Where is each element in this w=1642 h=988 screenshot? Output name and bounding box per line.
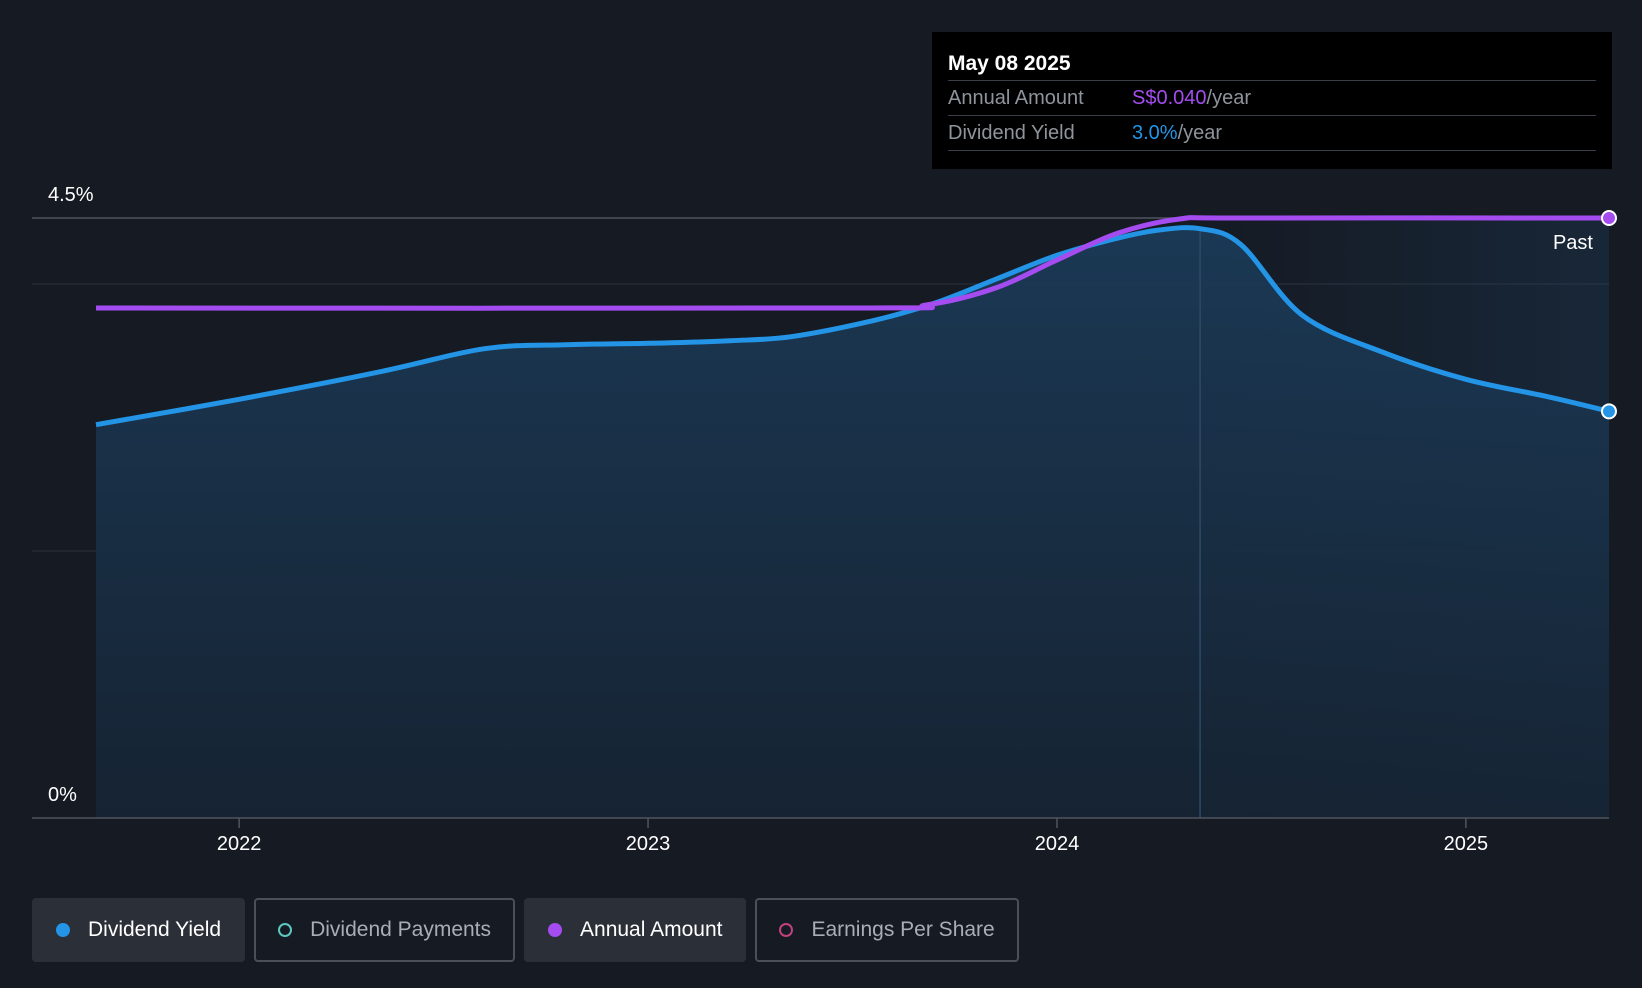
dividend-yield-end-marker[interactable]: [1601, 403, 1617, 420]
tooltip-label: Annual Amount: [948, 87, 1084, 109]
y-axis-max-label: 4.5%: [48, 184, 94, 206]
legend-dividend-payments[interactable]: Dividend Payments: [254, 898, 516, 962]
tooltip-label: Dividend Yield: [948, 122, 1075, 144]
legend-label: Annual Amount: [580, 918, 723, 941]
dividend-payments-circle-icon: [278, 923, 293, 937]
tooltip-row-dividend-yield: Dividend Yield 3.0% /year: [948, 116, 1596, 151]
x-tick-label: 2024: [1035, 833, 1080, 855]
annual-amount-end-marker[interactable]: [1601, 210, 1617, 226]
earnings-per-share-circle-icon: [779, 923, 794, 937]
tooltip-date: May 08 2025: [948, 48, 1596, 81]
annual-amount-dot-icon: [548, 923, 563, 937]
legend-label: Dividend Payments: [310, 918, 492, 941]
tooltip-row-annual-amount: Annual Amount S$0.040 /year: [948, 81, 1596, 116]
x-tick-label: 2025: [1444, 833, 1489, 855]
legend-earnings-per-share[interactable]: Earnings Per Share: [755, 898, 1019, 962]
dividend-yield-area: [96, 227, 1609, 818]
x-tick-label: 2023: [626, 833, 671, 855]
legend-label: Dividend Yield: [88, 918, 222, 941]
past-label: Past: [1553, 232, 1593, 254]
chart-legend: Dividend Yield Dividend Payments Annual …: [32, 898, 1019, 962]
chart-tooltip: May 08 2025 Annual Amount S$0.040 /year …: [932, 32, 1612, 169]
annual-amount-line[interactable]: [95, 215, 1610, 311]
dividend-yield-line[interactable]: [95, 225, 1610, 428]
tooltip-value: S$0.040: [1132, 87, 1207, 109]
legend-dividend-yield[interactable]: Dividend Yield: [32, 898, 246, 962]
legend-label: Earnings Per Share: [811, 918, 995, 941]
dividend-yield-dot-icon: [56, 923, 70, 937]
y-axis-min-label: 0%: [48, 784, 77, 806]
tooltip-unit: /year: [1177, 122, 1223, 144]
tooltip-unit: /year: [1206, 87, 1251, 109]
legend-annual-amount[interactable]: Annual Amount: [524, 898, 747, 962]
x-tick-label: 2022: [217, 833, 262, 855]
x-axis-ticks: 2022 2023 2024 2025: [217, 818, 1488, 855]
tooltip-value: 3.0%: [1132, 122, 1178, 144]
